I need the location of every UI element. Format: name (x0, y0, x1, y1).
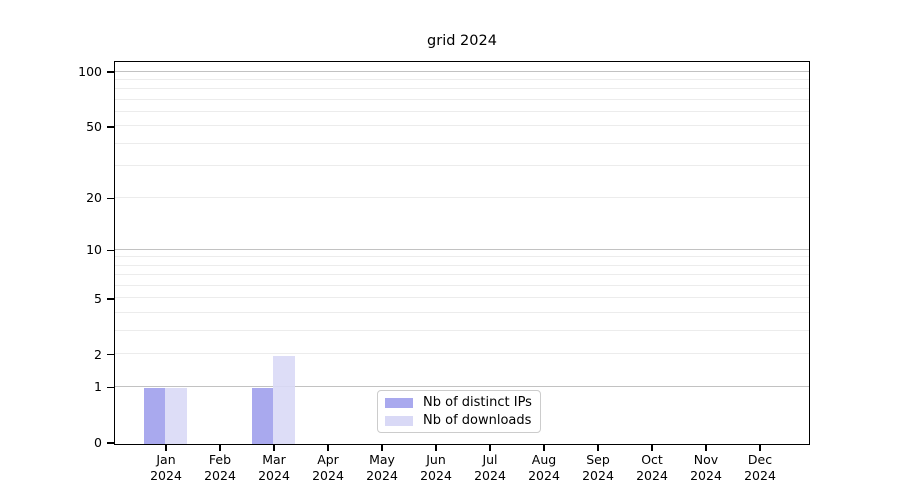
x-tick-label: Apr 2024 (312, 452, 344, 483)
legend-item-distinct-ips: Nb of distinct IPs (385, 395, 533, 410)
x-tick-label: Jun 2024 (420, 452, 452, 483)
gridline-minor (115, 285, 809, 287)
x-tick-mark (651, 445, 653, 451)
y-tick-mark (107, 353, 114, 356)
x-tick-mark (381, 445, 383, 451)
bar-nb-of-downloads-mar (273, 355, 295, 444)
bar-nb-of-distinct-ips-jan (143, 388, 165, 444)
y-tick-label: 20 (86, 190, 102, 206)
legend-swatch-distinct-ips (385, 397, 413, 408)
gridline-major (115, 70, 809, 72)
x-tick-mark (273, 445, 275, 451)
x-tick-label: Sep 2024 (582, 452, 614, 483)
gridline-minor (115, 297, 809, 299)
y-tick-mark (107, 71, 114, 73)
gridline-minor (115, 78, 809, 80)
legend-item-downloads: Nb of downloads (385, 413, 533, 428)
gridline-minor (115, 264, 809, 266)
y-tick-label: 2 (94, 346, 102, 362)
x-tick-mark (327, 445, 329, 451)
legend-label-distinct-ips: Nb of distinct IPs (423, 395, 532, 410)
x-tick-mark (219, 445, 221, 451)
plot-area: Nb of distinct IPs Nb of downloads (114, 61, 810, 445)
x-tick-label: Jan 2024 (150, 452, 182, 483)
x-tick-label: Mar 2024 (258, 452, 290, 483)
bar-nb-of-downloads-jan (165, 388, 187, 444)
legend-swatch-downloads (385, 415, 413, 426)
x-tick-label: Nov 2024 (690, 452, 722, 483)
y-tick-label: 100 (78, 64, 102, 80)
x-tick-label: Aug 2024 (528, 452, 560, 483)
gridline-minor (115, 98, 809, 100)
x-tick-label: Oct 2024 (636, 452, 668, 483)
y-tick-label: 50 (86, 118, 102, 134)
y-tick-label: 5 (94, 290, 102, 306)
legend: Nb of distinct IPs Nb of downloads (377, 390, 541, 433)
gridline-minor (115, 142, 809, 144)
gridline-minor (115, 165, 809, 167)
y-tick-label: 1 (94, 379, 102, 395)
x-tick-mark (705, 445, 707, 451)
x-tick-mark (759, 445, 761, 451)
y-tick-mark (107, 386, 114, 388)
x-tick-label: Jul 2024 (474, 452, 506, 483)
gridline-minor (115, 353, 809, 355)
gridline-minor (115, 111, 809, 113)
gridline-minor (115, 274, 809, 276)
x-tick-mark (597, 445, 599, 451)
y-tick-label: 0 (94, 435, 102, 450)
chart-title: grid 2024 (427, 33, 497, 49)
x-tick-mark (435, 445, 437, 451)
y-tick-mark (107, 126, 114, 128)
x-tick-mark (165, 445, 167, 451)
x-tick-mark (543, 445, 545, 451)
legend-label-downloads: Nb of downloads (423, 413, 532, 428)
x-tick-mark (489, 445, 491, 451)
x-tick-label: Feb 2024 (204, 452, 236, 483)
gridline-minor (115, 312, 809, 314)
y-tick-label: 10 (86, 242, 102, 258)
gridline-minor (115, 256, 809, 258)
x-tick-label: May 2024 (366, 452, 398, 483)
gridline-minor (115, 196, 809, 198)
x-tick-label: Dec 2024 (744, 452, 776, 483)
bar-nb-of-distinct-ips-mar (251, 388, 273, 444)
y-tick-mark (107, 298, 114, 300)
y-tick-mark (107, 249, 114, 251)
gridline-minor (115, 88, 809, 90)
gridline-major (115, 248, 809, 250)
y-tick-mark (107, 197, 114, 199)
plot-canvas: Nb of distinct IPs Nb of downloads (115, 62, 809, 444)
gridline-major (115, 385, 809, 387)
gridline-minor (115, 330, 809, 332)
gridline-minor (115, 125, 809, 127)
y-tick-mark (107, 442, 114, 444)
